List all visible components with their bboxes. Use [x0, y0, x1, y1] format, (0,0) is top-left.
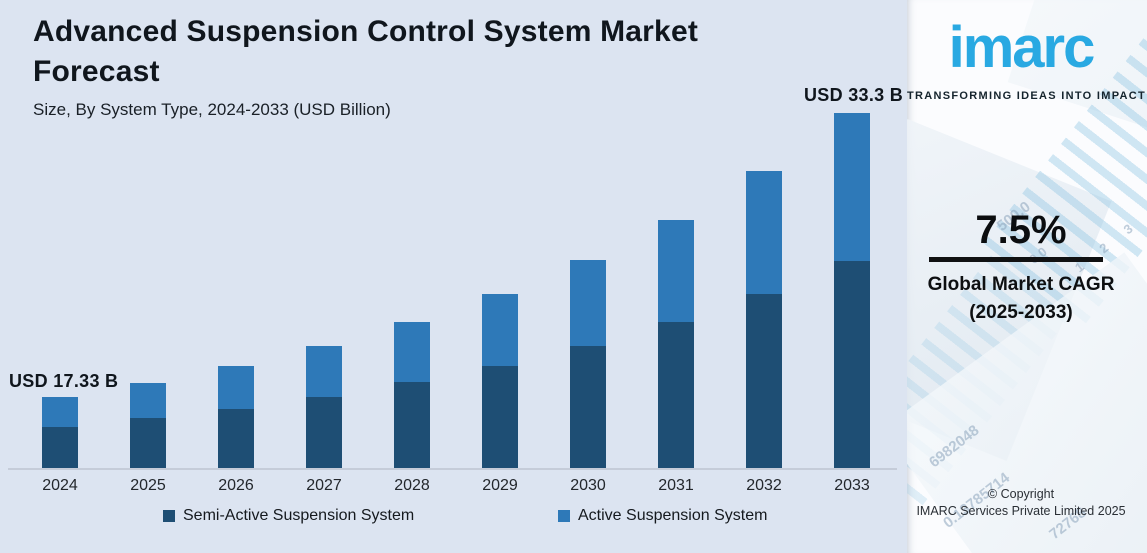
x-tick-2029: 2029	[482, 477, 518, 494]
bar-2031-semi-active	[658, 322, 694, 468]
legend-swatch-active	[558, 510, 570, 522]
cagr-label-line2: (2025-2033)	[969, 302, 1073, 323]
bar-2031-active	[658, 220, 694, 322]
bar-2028-active	[394, 322, 430, 382]
bar-2025-semi-active	[130, 418, 166, 468]
legend-label-active: Active Suspension System	[578, 507, 768, 524]
x-tick-2027: 2027	[306, 477, 342, 494]
chart-subtitle: Size, By System Type, 2024-2033 (USD Bil…	[33, 100, 391, 119]
legend-item-semi-active: Semi-Active Suspension System	[163, 507, 414, 525]
legend-swatch-semi-active	[163, 510, 175, 522]
chart-legend: Semi-Active Suspension System Active Sus…	[0, 507, 907, 531]
bar-2029-semi-active	[482, 366, 518, 468]
cagr-underline-rule	[929, 257, 1103, 262]
bar-2029-active	[482, 294, 518, 366]
bar-2032-semi-active	[746, 294, 782, 468]
cagr-label-line1: Global Market CAGR	[927, 274, 1115, 295]
legend-item-active: Active Suspension System	[558, 507, 767, 525]
copyright-line2: IMARC Services Private Limited 2025	[916, 504, 1126, 518]
x-tick-2031: 2031	[658, 477, 694, 494]
bar-2025-active	[130, 383, 166, 418]
chart-title: Advanced Suspension Control System Marke…	[33, 15, 699, 88]
x-tick-2028: 2028	[394, 477, 430, 494]
x-tick-2033: 2033	[834, 477, 870, 494]
bar-2027-semi-active	[306, 397, 342, 468]
bar-2027-active	[306, 346, 342, 397]
brand-panel: 500.0 0.0 1 2 3 4 6982048 0.13785714 727…	[907, 0, 1147, 553]
x-tick-2025: 2025	[130, 477, 166, 494]
x-tick-2030: 2030	[570, 477, 606, 494]
bar-2033-semi-active	[834, 261, 870, 468]
x-axis-labels: 2024 2025 2026 2027 2028 2029 2030 2031 2032 2033	[0, 477, 907, 497]
data-label-2024: USD 17.33 B	[9, 371, 119, 391]
bar-2026-active	[218, 366, 254, 409]
plot-area	[42, 113, 870, 468]
bar-2030-active	[570, 260, 606, 346]
cagr-value: 7.5%	[975, 208, 1067, 252]
x-tick-2032: 2032	[746, 477, 782, 494]
imarc-tagline: TRANSFORMING IDEAS INTO IMPACT	[907, 90, 1147, 102]
imarc-logo: imarc	[948, 15, 1096, 80]
x-tick-2024: 2024	[42, 477, 78, 494]
legend-label-semi-active: Semi-Active Suspension System	[183, 507, 415, 524]
brand-panel-content: imarc TRANSFORMING IDEAS INTO IMPACT 7.5…	[907, 0, 1147, 553]
data-label-2033: USD 33.3 B	[804, 85, 904, 105]
bar-2024-active	[42, 397, 78, 427]
bar-2028-semi-active	[394, 382, 430, 468]
bar-2033-active	[834, 113, 870, 261]
x-tick-2026: 2026	[218, 477, 254, 494]
bar-2026-semi-active	[218, 409, 254, 468]
copyright-line1: © Copyright	[987, 487, 1055, 501]
chart-panel: Advanced Suspension Control System Marke…	[0, 15, 907, 531]
bar-2024-semi-active	[42, 427, 78, 468]
bar-2030-semi-active	[570, 346, 606, 468]
bar-2032-active	[746, 171, 782, 294]
x-axis-line	[8, 468, 897, 470]
